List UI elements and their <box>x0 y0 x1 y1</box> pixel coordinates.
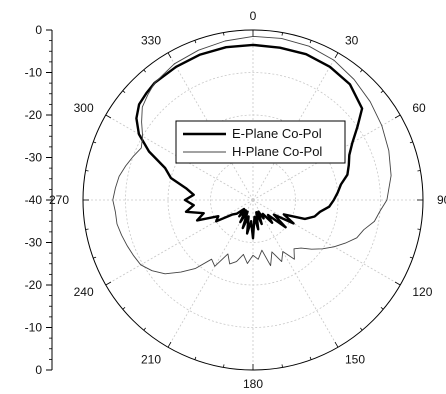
radial-axis: 0 -10 -20 -30 -40 -30 -20 -10 0 <box>25 23 53 377</box>
angle-tick-mark <box>85 170 89 172</box>
grid-spoke <box>252 199 401 286</box>
angle-tick-mark <box>223 364 225 368</box>
angle-tick-mark <box>417 228 421 230</box>
angle-tick-mark <box>143 69 146 73</box>
angle-tick-mark <box>309 40 312 44</box>
angle-label-180: 180 <box>243 377 263 391</box>
angle-tick-mark <box>167 341 172 348</box>
angle-label-90: 90 <box>437 193 446 207</box>
angle-label-270: 270 <box>49 193 69 207</box>
series-e-plane-trace <box>135 43 364 240</box>
radial-axis-label: -20 <box>25 278 43 292</box>
angle-tick-labels: 0 30 60 90 120 150 180 210 240 270 300 330 <box>49 9 446 391</box>
angle-tick-mark <box>360 69 363 73</box>
radial-axis-label: -40 <box>25 193 43 207</box>
radial-axis-label: 0 <box>35 363 42 377</box>
radial-axis-label: -10 <box>25 66 43 80</box>
polar-grid <box>82 29 424 371</box>
series-traces <box>112 35 392 275</box>
grid-circle <box>125 72 381 328</box>
radial-axis-label: -20 <box>25 108 43 122</box>
angle-tick-mark <box>105 114 112 119</box>
angle-tick-mark <box>334 52 339 59</box>
legend-label-h-plane: H-Plane Co-Pol <box>232 144 322 159</box>
angle-tick-mark <box>223 32 225 36</box>
angle-label-120: 120 <box>412 285 432 299</box>
angle-tick-mark <box>194 356 197 360</box>
grid-spoke <box>105 199 254 286</box>
angle-tick-mark <box>309 356 312 360</box>
radial-axis-label: -30 <box>25 236 43 250</box>
angle-tick-mark <box>417 170 421 172</box>
angle-label-330: 330 <box>141 34 161 48</box>
grid-spoke <box>252 199 339 348</box>
angle-label-240: 240 <box>74 285 94 299</box>
angle-tick-mark <box>93 256 97 259</box>
angle-tick-mark <box>105 281 112 286</box>
angle-label-0: 0 <box>250 9 257 23</box>
angle-tick-mark <box>93 141 97 144</box>
angle-tick-mark <box>85 228 89 230</box>
angle-label-210: 210 <box>141 352 161 366</box>
angle-label-30: 30 <box>345 34 359 48</box>
angle-tick-mark <box>143 327 146 331</box>
angle-tick-mark <box>122 307 126 310</box>
angle-tick-mark <box>334 341 339 348</box>
angle-tick-mark <box>380 307 384 310</box>
angle-tick-mark <box>380 90 384 93</box>
angle-label-300: 300 <box>74 101 94 115</box>
radial-axis-label: -30 <box>25 151 43 165</box>
grid-circle <box>210 157 296 243</box>
angle-tick-mark <box>281 364 283 368</box>
angle-tick-mark <box>394 114 401 119</box>
legend: E-Plane Co-Pol H-Plane Co-Pol <box>175 120 346 164</box>
angle-label-60: 60 <box>412 101 426 115</box>
angle-tick-mark <box>409 256 413 259</box>
angle-tick-mark <box>394 281 401 286</box>
angle-tick-mark <box>360 327 363 331</box>
angle-tick-mark <box>281 32 283 36</box>
legend-label-e-plane: E-Plane Co-Pol <box>232 126 322 141</box>
grid-spoke <box>167 199 254 348</box>
angle-tick-mark <box>122 90 126 93</box>
angle-label-150: 150 <box>345 352 365 366</box>
radial-axis-label: 0 <box>35 23 42 37</box>
legend-box <box>175 120 346 164</box>
angle-tick-mark <box>167 52 172 59</box>
angle-tick-mark <box>194 40 197 44</box>
angle-tick-mark <box>409 141 413 144</box>
series-h-plane-trace <box>112 35 392 275</box>
radial-axis-label: -10 <box>25 321 43 335</box>
